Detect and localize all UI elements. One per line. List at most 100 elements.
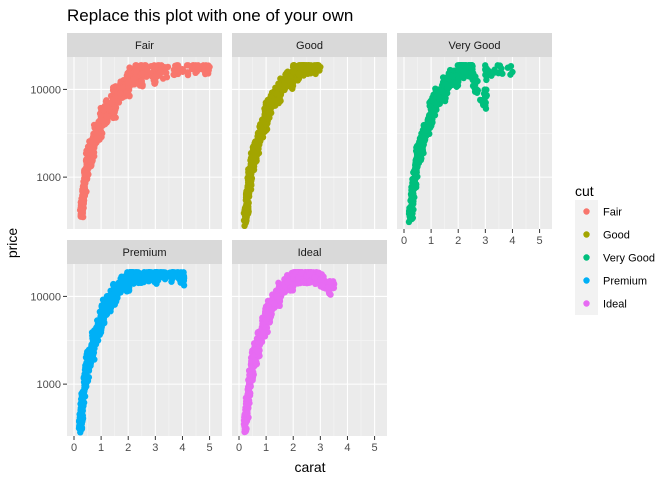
x-tick-label: 4 bbox=[509, 235, 515, 247]
scatter-point bbox=[119, 84, 127, 91]
scatter-point bbox=[325, 284, 332, 292]
scatter-point bbox=[268, 306, 275, 313]
scatter-point bbox=[433, 100, 440, 108]
legend-swatch bbox=[583, 208, 590, 215]
points-good bbox=[240, 62, 324, 229]
scatter-point bbox=[133, 270, 140, 277]
scatter-point bbox=[463, 63, 470, 70]
scatter-point bbox=[87, 158, 94, 165]
scatter-point bbox=[159, 75, 167, 82]
points-fair bbox=[76, 62, 213, 221]
scatter-point bbox=[318, 271, 325, 278]
scatter-point bbox=[494, 62, 501, 69]
scatter-point bbox=[268, 102, 275, 110]
scatter-point bbox=[265, 312, 273, 319]
scatter-point bbox=[157, 269, 165, 276]
scatter-point bbox=[441, 92, 448, 99]
scatter-point bbox=[152, 270, 159, 278]
legend: cut Fair Good Very Good Premium Ideal bbox=[575, 183, 655, 315]
scatter-point bbox=[184, 70, 192, 77]
facet-strip-label: Premium bbox=[122, 247, 166, 259]
scatter-point bbox=[138, 272, 145, 280]
scatter-point bbox=[248, 166, 255, 174]
facet-fair: Fair 1000 10000 bbox=[30, 33, 222, 229]
legend-label: Premium bbox=[603, 276, 647, 288]
y-tick-label: 10000 bbox=[30, 84, 61, 96]
scatter-point bbox=[276, 302, 283, 310]
scatter-point bbox=[306, 278, 313, 286]
legend-label: Good bbox=[603, 230, 630, 242]
scatter-point bbox=[151, 80, 159, 87]
x-tick-label: 4 bbox=[344, 442, 350, 454]
scatter-point bbox=[491, 69, 498, 76]
scatter-point bbox=[468, 64, 475, 72]
scatter-point bbox=[83, 170, 90, 177]
scatter-point bbox=[242, 210, 249, 218]
x-tick-label: 2 bbox=[455, 235, 461, 247]
facet-very-good: Very Good 0 1 2 3 4 5 bbox=[397, 33, 552, 247]
scatter-point bbox=[246, 177, 254, 185]
facet-strip bbox=[232, 240, 387, 264]
scatter-point bbox=[81, 177, 89, 185]
scatter-point bbox=[407, 216, 414, 223]
scatter-point bbox=[279, 86, 286, 93]
scatter-point bbox=[276, 296, 283, 304]
legend-item-fair: Fair bbox=[575, 200, 622, 223]
scatter-point bbox=[84, 365, 91, 372]
legend-item-ideal: Ideal bbox=[575, 292, 627, 315]
scatter-point bbox=[284, 278, 292, 286]
scatter-point bbox=[192, 62, 200, 70]
scatter-point bbox=[138, 77, 145, 85]
facet-strip bbox=[232, 33, 387, 57]
scatter-point bbox=[162, 69, 170, 76]
scatter-point bbox=[97, 129, 105, 137]
scatter-point bbox=[242, 417, 249, 425]
scatter-point bbox=[111, 108, 118, 116]
scatter-point bbox=[449, 73, 457, 80]
scatter-point bbox=[138, 64, 145, 71]
scatter-point bbox=[103, 306, 110, 314]
scatter-point bbox=[455, 76, 462, 83]
legend-title: cut bbox=[575, 183, 594, 199]
scatter-point bbox=[103, 112, 110, 120]
scatter-point bbox=[483, 76, 490, 84]
x-tick-label: 5 bbox=[537, 235, 543, 247]
scatter-point bbox=[480, 90, 488, 97]
scatter-point bbox=[116, 90, 124, 97]
x-axis-label: carat bbox=[294, 459, 325, 475]
scatter-point bbox=[100, 312, 108, 320]
x-tick-label: 5 bbox=[207, 442, 213, 454]
x-tick-label: 2 bbox=[290, 442, 296, 454]
facet-ideal: Ideal 0 1 2 3 4 5 bbox=[232, 240, 387, 454]
scatter-point bbox=[295, 70, 302, 78]
scatter-point bbox=[106, 300, 113, 308]
scatter-point bbox=[283, 83, 291, 90]
scatter-point bbox=[298, 63, 305, 71]
scatter-point bbox=[125, 70, 132, 78]
facet-strip-label: Very Good bbox=[449, 40, 501, 52]
scatter-point bbox=[284, 76, 292, 83]
scatter-point bbox=[192, 69, 199, 77]
scatter-point bbox=[243, 401, 251, 408]
scatter-point bbox=[81, 384, 89, 391]
legend-item-premium: Premium bbox=[575, 269, 647, 292]
scatter-point bbox=[144, 65, 151, 73]
scatter-point bbox=[482, 102, 489, 110]
x-tick-label: 4 bbox=[179, 442, 185, 454]
scatter-point bbox=[248, 372, 255, 379]
scatter-point bbox=[262, 121, 270, 128]
scatter-point bbox=[262, 316, 270, 324]
scatter-point bbox=[311, 274, 319, 281]
facet-strip-label: Ideal bbox=[298, 247, 322, 259]
scatter-point bbox=[133, 67, 140, 74]
scatter-point bbox=[152, 64, 159, 72]
scatter-point bbox=[318, 282, 326, 289]
scatter-point bbox=[87, 358, 94, 365]
scatter-point bbox=[252, 357, 259, 364]
points-very-good bbox=[405, 62, 516, 226]
scatter-point bbox=[482, 65, 489, 73]
scatter-point bbox=[504, 64, 512, 71]
scatter-point bbox=[436, 94, 443, 102]
scatter-point bbox=[97, 325, 105, 332]
